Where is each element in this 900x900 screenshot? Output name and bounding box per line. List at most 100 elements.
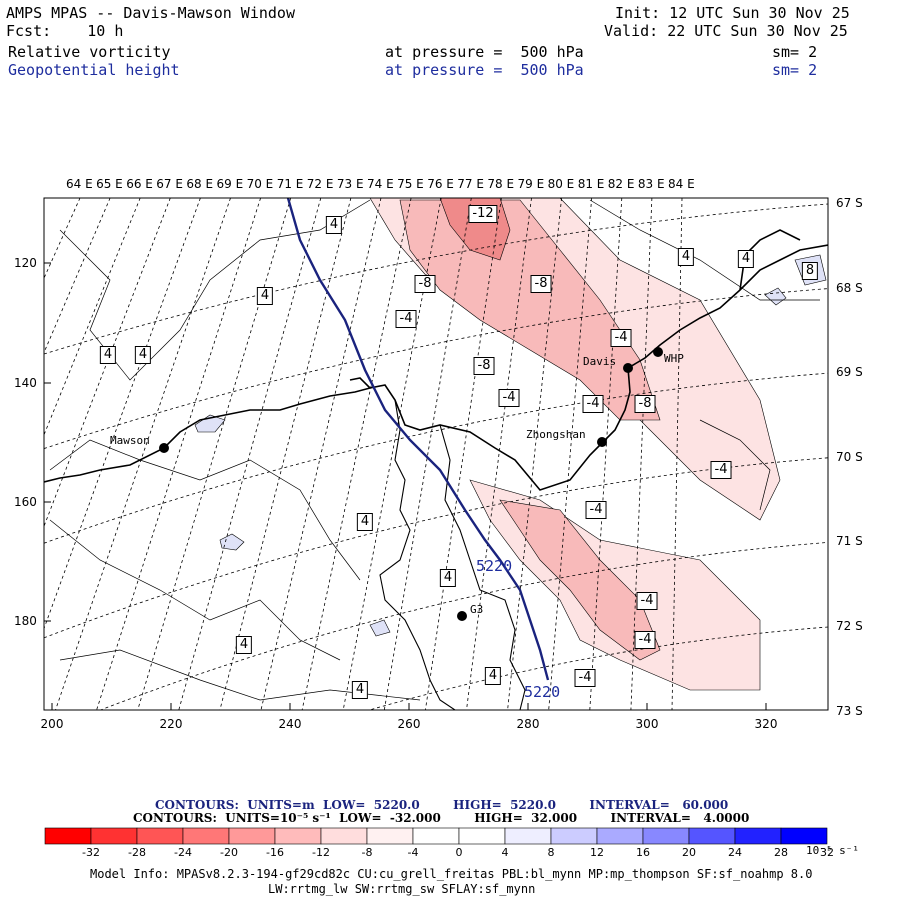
x-tick-label: 220 [159,717,183,731]
colorbar [44,827,828,845]
station-dot-davis[interactable] [623,363,633,373]
contour-label: -4 [710,461,732,479]
contour-label: 4 [235,636,253,654]
pos-vort-patch-2 [219,533,245,551]
latitude-label: 67 S [836,196,863,210]
valid-time: Valid: 22 UTC Sun 30 Nov 25 [604,22,848,40]
longitude-label: 67 E [156,177,183,191]
longitude-gridline [44,198,141,436]
colorbar-swatch [550,827,598,845]
longitude-label: 77 E [457,177,484,191]
contour-label: -8 [530,275,552,293]
contour-label: -4 [636,592,658,610]
model-info-line2: LW:rrtmg_lw SW:rrtmg_sw SFLAY:sf_mynn [268,882,536,896]
longitude-label: 82 E [607,177,635,191]
latitude-gridline [99,542,828,710]
longitude-label: 80 E [547,177,575,191]
longitude-label: 74 E [367,177,394,191]
contour-label: 4 [256,287,274,305]
station-dot-g3[interactable] [457,611,467,621]
colorbar-swatch [780,827,828,845]
longitude-gridline [671,198,683,710]
colorbar-tick-label: -20 [220,846,238,859]
longitude-gridline [178,198,322,710]
latitude-label: 73 S [836,703,863,718]
colorbar-tick-label: 32 [820,846,834,859]
colorbar-swatch [274,827,322,845]
longitude-gridline [466,198,532,710]
longitude-label: 83 E [637,177,665,191]
field1-level: at pressure = 500 hPa [385,43,584,61]
field1-smooth: sm= 2 [772,43,818,61]
colorbar-tick-label: -28 [128,846,146,859]
colorbar-tick-label: -24 [174,846,192,859]
x-tick-label: 260 [397,717,421,731]
colorbar-swatch [458,827,506,845]
colorbar-tick-label: 16 [636,846,650,859]
colorbar-tick-label: 28 [774,846,788,859]
x-tick-label: 280 [516,717,540,731]
height-contour-5220 [286,198,550,681]
colorbar-swatch [596,827,644,845]
colorbar-units: 10⁻⁵ s⁻¹ [806,844,859,857]
contour-label: -4 [582,395,604,413]
latitude-label: 68 S [836,280,863,295]
height-label: 5220 [524,683,561,701]
station-label-davis[interactable]: Davis [583,355,617,368]
station-label-mawson[interactable]: Mawson [110,434,150,447]
colorbar-tick-label: -12 [312,846,330,859]
longitude-label: 78 E [487,177,515,191]
colorbar-tick-label: 0 [455,846,463,859]
contour-label: 4 [325,216,343,234]
forecast-hour: Fcst: 10 h [6,22,124,40]
colorbar-swatch [642,827,690,845]
longitude-gridline [260,198,382,710]
latitude-gridlines [44,203,828,710]
field2-smooth: sm= 2 [772,61,818,79]
field2-level: at pressure = 500 hPa [385,61,584,79]
contour-label: -8 [634,395,656,413]
colorbar-tick-label: 24 [728,846,742,859]
longitude-label: 66 E [126,177,153,191]
x-tick-label: 300 [635,717,659,731]
contour-label: 4 [134,346,152,364]
longitude-label: 76 E [427,177,454,191]
y-tick-label: 180 [14,614,37,628]
contour-label: 4 [351,681,369,699]
station-label-zhongshan[interactable]: Zhongshan [526,428,586,441]
longitude-gridline [44,198,171,528]
contour-label: 8 [801,262,819,280]
longitude-label: 70 E [246,177,274,191]
longitude-gridline [44,198,111,354]
contour-label: -4 [498,389,520,407]
colorbar-swatch [688,827,736,845]
station-label-whp[interactable]: WHP [664,352,684,365]
vorticity-contours [49,199,820,701]
contour-label: -4 [634,631,656,649]
contour-label: -12 [468,205,498,223]
colorbar-swatch [734,827,782,845]
ice-shelf-outline [379,399,526,710]
station-dot-whp[interactable] [653,347,663,357]
colorbar-swatch [90,827,138,845]
station-dot-mawson[interactable] [159,443,169,453]
latitude-label: 72 S [836,619,863,633]
x-tick-label: 240 [278,717,302,731]
contour-label: -4 [395,310,417,328]
longitude-gridline [96,198,261,710]
colorbar-swatch [504,827,552,845]
contour-label: -8 [414,275,436,293]
pos-vort-patch-5 [369,619,391,637]
contour-label: 4 [677,248,695,266]
field2-name: Geopotential height [8,61,180,79]
colorbar-swatch [412,827,460,845]
station-label-g3[interactable]: G3 [470,603,484,616]
station-dot-zhongshan[interactable] [597,437,607,447]
y-tick-label: 120 [14,256,37,270]
axis-ticks [44,262,767,710]
longitude-gridline [44,198,81,280]
latitude-gridline [44,203,828,355]
colorbar-swatch [136,827,184,845]
colorbar-swatch [228,827,276,845]
